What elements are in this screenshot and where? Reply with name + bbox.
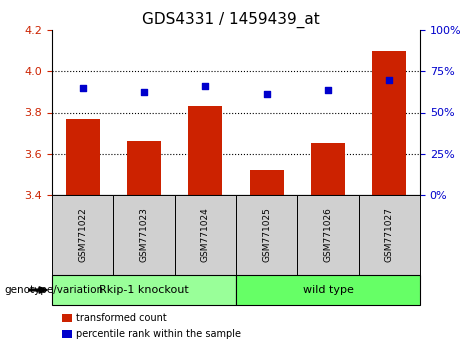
Text: Rkip-1 knockout: Rkip-1 knockout — [99, 285, 189, 295]
Bar — [311, 143, 345, 195]
Bar — [127, 141, 161, 195]
Text: transformed count: transformed count — [76, 313, 167, 323]
Text: GSM771027: GSM771027 — [385, 207, 394, 262]
Bar — [372, 51, 406, 195]
Text: GSM771026: GSM771026 — [324, 207, 332, 262]
Point — [79, 85, 86, 91]
Text: wild type: wild type — [302, 285, 354, 295]
Text: GDS4331 / 1459439_at: GDS4331 / 1459439_at — [142, 12, 319, 28]
Point — [201, 83, 209, 88]
Point — [263, 91, 270, 97]
Text: GSM771022: GSM771022 — [78, 208, 87, 262]
Point — [324, 87, 331, 93]
Point — [386, 77, 393, 82]
Text: genotype/variation: genotype/variation — [5, 285, 104, 295]
Bar — [250, 170, 284, 195]
Text: percentile rank within the sample: percentile rank within the sample — [76, 329, 241, 339]
Text: GSM771023: GSM771023 — [140, 207, 148, 262]
Bar — [189, 106, 222, 195]
Point — [140, 89, 148, 95]
Bar — [66, 119, 100, 195]
Text: GSM771024: GSM771024 — [201, 208, 210, 262]
Text: GSM771025: GSM771025 — [262, 207, 271, 262]
